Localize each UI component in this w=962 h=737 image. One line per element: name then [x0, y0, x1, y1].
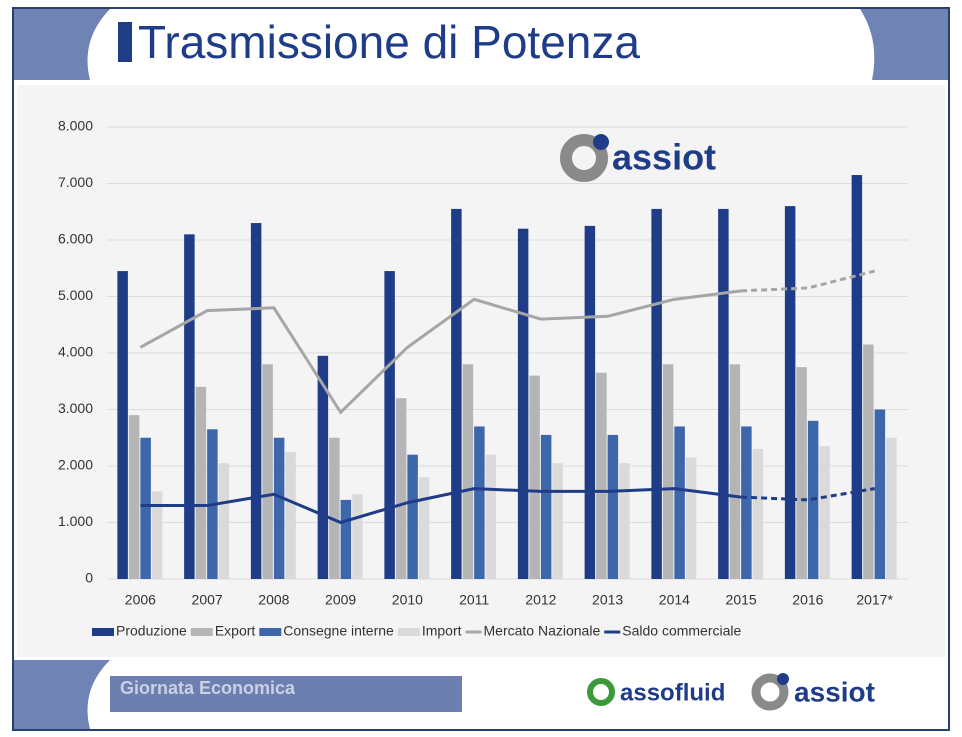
- bar: [851, 175, 863, 579]
- legend-swatch: [190, 628, 213, 636]
- x-tick-label: 2017*: [856, 592, 893, 608]
- logo-text: assofluid: [620, 679, 725, 706]
- corner-decoration: [860, 9, 948, 80]
- logo-text: assiot: [612, 137, 716, 178]
- bar: [596, 372, 607, 579]
- logo-icon: [593, 134, 609, 150]
- y-tick-label: 8.000: [58, 118, 93, 134]
- logo-icon: [560, 134, 608, 182]
- x-tick-label: 2008: [258, 592, 289, 608]
- bar: [407, 454, 418, 579]
- x-tick-label: 2007: [192, 592, 223, 608]
- legend-label: Export: [215, 623, 256, 639]
- bar: [184, 234, 195, 579]
- y-tick-label: 5.000: [58, 287, 93, 303]
- bar: [273, 437, 285, 579]
- bar: [784, 206, 796, 579]
- legend-label: Produzione: [116, 623, 187, 639]
- x-tick-label: 2013: [592, 592, 623, 608]
- corner-decoration: [14, 660, 110, 729]
- x-tick-label: 2016: [792, 592, 823, 608]
- slide-title: Trasmissione di Potenza: [138, 16, 640, 68]
- bar: [474, 426, 485, 579]
- bar: [651, 208, 662, 580]
- x-tick-label: 2011: [459, 592, 489, 608]
- legend-label: Import: [422, 623, 462, 639]
- bar: [552, 463, 563, 579]
- x-tick-label: 2015: [726, 592, 757, 608]
- y-tick-label: 3.000: [58, 400, 93, 416]
- corner-decoration: [14, 9, 110, 80]
- y-tick-label: 4.000: [58, 344, 93, 360]
- bar: [863, 344, 874, 579]
- bar: [485, 454, 497, 579]
- x-tick-label: 2014: [659, 592, 690, 608]
- legend-label: Saldo commerciale: [622, 623, 741, 639]
- bar: [340, 499, 352, 579]
- bar: [674, 426, 685, 579]
- bar: [195, 386, 207, 579]
- logo-icon: [587, 678, 615, 706]
- x-tick-label: 2009: [325, 592, 356, 608]
- bar: [462, 364, 474, 579]
- bar: [140, 437, 151, 579]
- bar: [285, 451, 296, 579]
- bar: [395, 398, 407, 579]
- bar: [384, 271, 395, 579]
- legend-swatch: [397, 628, 420, 636]
- logo-text: assiot: [794, 676, 875, 707]
- bar: [662, 364, 674, 579]
- logo-icon: [777, 673, 789, 685]
- legend-swatch: [92, 628, 114, 636]
- legend-label: Mercato Nazionale: [484, 623, 601, 639]
- line: [140, 487, 742, 525]
- bar: [418, 477, 430, 579]
- bar: [329, 437, 340, 579]
- line-projection: [741, 269, 875, 293]
- bar: [540, 434, 552, 579]
- bar: [619, 463, 630, 579]
- bar: [874, 409, 886, 579]
- bar: [796, 367, 807, 579]
- y-tick-label: 6.000: [58, 231, 93, 247]
- line: [139, 289, 742, 415]
- line-projection: [741, 487, 875, 502]
- bar: [752, 449, 764, 579]
- bar: [886, 437, 897, 579]
- y-tick-label: 0: [85, 570, 93, 586]
- bar: [218, 463, 230, 579]
- logo-icon: [751, 673, 789, 711]
- footer-bar: [110, 676, 462, 712]
- bar: [607, 434, 619, 579]
- x-tick-label: 2012: [525, 592, 556, 608]
- bar: [128, 415, 140, 579]
- bar: [819, 446, 830, 579]
- bar: [517, 228, 529, 579]
- y-tick-label: 1.000: [58, 513, 93, 529]
- x-tick-label: 2006: [125, 592, 156, 608]
- legend-label: Consegne interne: [283, 623, 394, 639]
- bar: [151, 491, 163, 579]
- bar: [262, 364, 273, 579]
- y-tick-label: 7.000: [58, 174, 93, 190]
- bar: [317, 355, 329, 579]
- bar: [741, 426, 752, 579]
- bar: [250, 223, 262, 580]
- legend-swatch: [259, 628, 282, 636]
- bar: [352, 494, 363, 579]
- x-tick-label: 2010: [392, 592, 423, 608]
- bar: [451, 208, 462, 580]
- bar: [117, 271, 128, 579]
- footer-text: Giornata Economica: [120, 678, 296, 698]
- bar: [685, 457, 697, 579]
- bar: [718, 208, 729, 580]
- title-marker: [118, 22, 132, 62]
- y-tick-label: 2.000: [58, 457, 93, 473]
- bar: [529, 375, 540, 579]
- bar: [729, 364, 741, 579]
- bar: [584, 225, 596, 579]
